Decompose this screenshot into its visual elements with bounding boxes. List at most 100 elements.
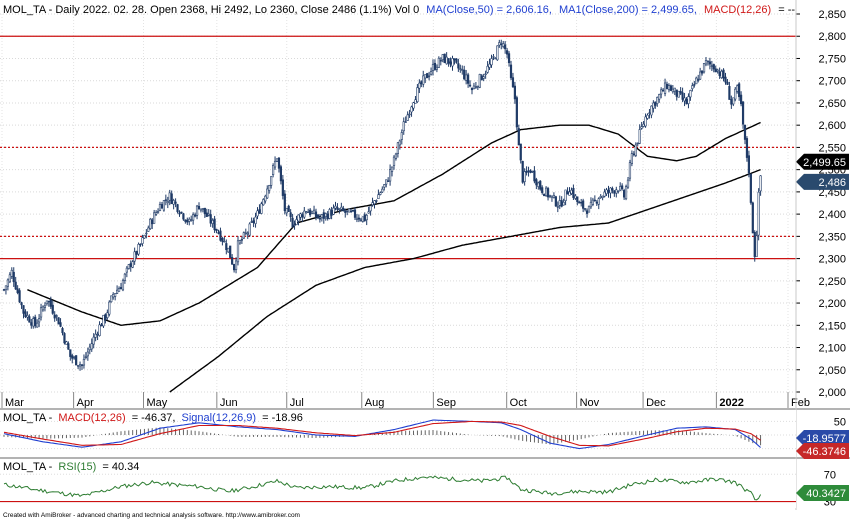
price-body	[234, 260, 238, 270]
price-body	[268, 185, 271, 191]
price-body	[326, 213, 329, 220]
price-body	[759, 175, 762, 192]
price-body	[34, 316, 37, 327]
price-body	[509, 64, 513, 79]
price-body	[71, 355, 74, 359]
signal-value-badge: -18.9577	[803, 433, 846, 445]
price-body	[348, 208, 351, 213]
price-body	[385, 179, 388, 185]
signal-value-badge-bg	[796, 430, 849, 446]
price-body	[324, 213, 327, 217]
price-body	[203, 207, 206, 215]
price-body	[125, 267, 128, 273]
price-body	[295, 219, 298, 225]
price-body	[726, 81, 729, 85]
price-body	[310, 211, 314, 214]
price-body	[465, 74, 468, 81]
price-body	[410, 106, 413, 113]
price-body	[328, 209, 331, 219]
price-body	[104, 314, 107, 320]
price-body	[102, 314, 105, 327]
price-body	[431, 64, 435, 71]
price-body	[344, 210, 347, 213]
price-body	[155, 212, 158, 215]
price-body	[599, 195, 602, 198]
rsi-lines	[3, 475, 762, 501]
price-body	[199, 208, 203, 211]
price-body	[277, 157, 281, 169]
price-body	[693, 84, 696, 86]
price-body	[309, 209, 312, 216]
price-body	[172, 200, 175, 205]
price-body	[361, 216, 364, 222]
rsi-header-value: = 40.34	[102, 461, 139, 473]
price-tick-label: 2,350	[818, 231, 846, 243]
price-body	[626, 179, 630, 188]
price-body	[192, 214, 195, 221]
price-body	[453, 58, 456, 61]
price-body	[658, 94, 661, 100]
price-body	[753, 231, 756, 257]
header-symbol-info: MOL_TA - Daily 2022. 02. 28. Open 2368, …	[3, 4, 419, 16]
price-body	[12, 271, 15, 283]
price-body	[566, 191, 569, 195]
price-body	[402, 121, 405, 132]
price-body	[88, 346, 91, 351]
price-body	[4, 285, 8, 291]
price-body	[418, 82, 421, 89]
price-body	[539, 180, 542, 190]
price-body	[630, 153, 633, 164]
macd-value-badge: -46.3746	[803, 446, 846, 458]
price-body	[574, 195, 577, 199]
price-body	[595, 201, 598, 204]
price-body	[131, 261, 134, 268]
month-label: Aug	[365, 397, 385, 409]
price-tick-label: 2,250	[818, 276, 846, 288]
price-body	[504, 44, 507, 50]
price-body	[408, 113, 411, 116]
price-body	[209, 214, 212, 224]
price-body	[583, 208, 587, 210]
price-body	[205, 212, 208, 217]
price-body	[16, 288, 19, 294]
price-body	[519, 143, 522, 161]
month-label: Jul	[290, 397, 304, 409]
price-body	[663, 82, 667, 94]
price-body	[638, 129, 641, 144]
price-body	[457, 63, 460, 69]
price-body	[603, 191, 606, 197]
price-body	[486, 65, 489, 73]
price-tick-label: 2,850	[818, 9, 846, 21]
price-body	[75, 355, 78, 366]
price-body	[359, 219, 362, 221]
price-body	[529, 170, 532, 173]
price-body	[634, 144, 637, 156]
price-tick-label: 2,450	[818, 187, 846, 199]
price-body	[207, 213, 210, 216]
price-body	[617, 190, 620, 193]
price-pane[interactable]	[0, 0, 796, 408]
price-body	[544, 187, 548, 197]
price-body	[433, 62, 437, 70]
price-body	[112, 294, 115, 298]
macd-header-label: MACD(12,26)	[58, 412, 125, 424]
price-body	[18, 290, 21, 303]
price-body	[739, 94, 743, 105]
price-body	[624, 186, 628, 200]
price-body	[147, 227, 150, 232]
price-body	[219, 230, 222, 241]
macd-header-symbol: MOL_TA -	[3, 412, 53, 424]
price-body	[24, 311, 27, 318]
price-body	[90, 343, 93, 350]
rsi-pane[interactable]	[0, 459, 796, 508]
price-body	[367, 211, 370, 214]
month-label: Nov	[580, 397, 600, 409]
price-body	[730, 99, 733, 105]
main-header: MOL_TA - Daily 2022. 02. 28. Open 2368, …	[3, 4, 795, 16]
price-body	[502, 43, 505, 47]
price-body	[708, 61, 711, 65]
price-body	[287, 205, 290, 212]
price-body	[338, 208, 341, 210]
price-body	[246, 232, 249, 235]
